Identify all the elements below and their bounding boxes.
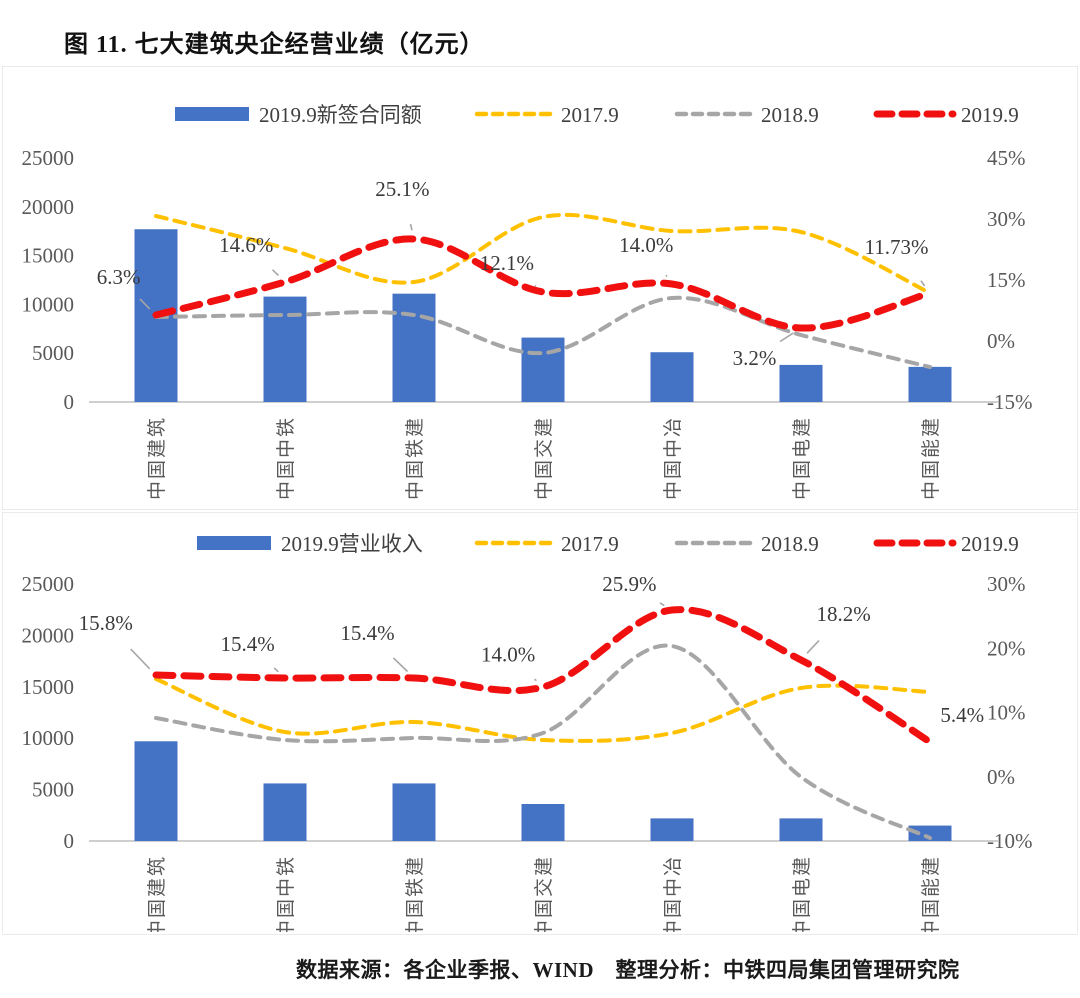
category-label-2: 中国铁建 [404,855,426,932]
annotation-leader-0 [130,648,151,670]
annotation-label-4: 14.0% [619,233,673,257]
bar-4 [650,352,694,402]
legend-label-2: 2018.9 [761,103,819,127]
category-label-2: 中国铁建 [404,416,426,500]
annotation-leader-6 [920,280,926,287]
revenue-chart-panel: 25000 20000 15000 10000 5000 0 30% 20% 10% 0% -10%… [2,512,1078,935]
left-axis-tick: 5000 [32,778,74,802]
left-axis-tick: 20000 [22,623,75,647]
right-axis-tick: 0% [987,765,1015,789]
left-axis-tick: 20000 [22,195,75,219]
annotation-leader-1 [271,269,280,276]
right-axis-tick: 15% [987,268,1026,292]
data-source-note: 数据来源：各企业季报、WIND 整理分析：中铁四局集团管理研究院 [296,958,960,982]
legend-label-1: 2017.9 [561,532,619,556]
line-2019-9 [152,235,934,332]
right-axis-tick: 45% [987,146,1026,170]
category-label-3: 中国交建 [533,416,555,500]
annotation-leader-2 [409,223,413,231]
annotation-label-4: 25.9% [602,572,656,596]
right-axis-tick: -10% [987,829,1033,853]
line-2019-9 [152,606,934,746]
line-2018-9 [154,643,932,840]
left-axis-tick: 10000 [22,726,75,750]
annotation-label-6: 5.4% [940,703,984,727]
annotation-leader-1 [273,667,279,673]
legend-label-0: 2019.9新签合同额 [259,103,422,127]
annotation-label-5: 3.2% [733,346,777,370]
bar-4 [650,818,694,841]
annotation-label-5: 18.2% [816,602,870,626]
left-axis-tick: 5000 [32,341,74,365]
annotation-leader-0 [139,298,151,310]
right-axis-tick: 30% [987,207,1026,231]
new-contracts-chart: 25000 20000 15000 10000 5000 0 45% 30% 15% 0% -15%… [22,103,1033,500]
left-axis-tick: 10000 [22,292,75,316]
contract-chart-panel: 25000 20000 15000 10000 5000 0 45% 30% 15% 0% -15%… [2,66,1078,510]
annotation-label-2: 25.1% [375,177,429,201]
annotation-label-0: 6.3% [97,265,141,289]
annotation-label-2: 15.4% [340,621,394,645]
annotation-label-3: 14.0% [481,643,535,667]
annotation-label-1: 15.4% [220,632,274,656]
bar-6 [908,366,952,402]
annotation-leader-5 [806,639,820,654]
left-axis-tick: 15000 [22,244,75,268]
right-axis-tick: 30% [987,572,1026,596]
bar-5 [779,364,823,402]
legend-swatch-bar [175,107,249,121]
category-label-5: 中国电建 [791,416,813,500]
line-2017-9 [154,677,932,743]
annotation-leader-4 [659,602,665,607]
bar-6 [908,825,952,841]
right-axis-tick: 10% [987,701,1026,725]
annotation-leader-4 [665,274,668,278]
bar-2 [392,293,436,402]
legend-label-3: 2019.9 [961,103,1019,127]
category-label-6: 中国能建 [920,855,942,932]
category-label-1: 中国中铁 [275,855,297,932]
category-label-6: 中国能建 [920,416,942,500]
right-axis-tick: 20% [987,636,1026,660]
left-axis-tick: 15000 [22,675,75,699]
line-2018-9 [154,295,932,369]
right-axis-tick: 0% [987,329,1015,353]
legend-label-0: 2019.9营业收入 [281,532,423,556]
bar-5 [779,818,823,841]
category-label-0: 中国建筑 [146,855,168,932]
category-label-4: 中国中冶 [662,416,684,500]
category-label-4: 中国中冶 [662,855,684,932]
legend-label-3: 2019.9 [961,532,1019,556]
annotation-label-3: 12.1% [480,251,534,275]
annotation-leader-2 [392,657,409,673]
left-axis-tick: 0 [64,829,75,853]
annotation-label-1: 14.6% [219,233,273,257]
annotation-label-6: 11.73% [864,235,928,259]
bar-3 [521,803,565,841]
bar-2 [392,783,436,841]
bar-0 [134,741,178,841]
left-axis-tick: 25000 [22,572,75,596]
category-label-3: 中国交建 [533,855,555,932]
left-axis-tick: 0 [64,390,75,414]
revenue-chart: 25000 20000 15000 10000 5000 0 30% 20% 10% 0% -10%… [22,532,1033,932]
figure-title: 图 11. 七大建筑央企经营业绩（亿元） [64,32,485,58]
right-axis-tick: -15% [987,390,1033,414]
left-axis-tick: 25000 [22,146,75,170]
category-label-1: 中国中铁 [275,416,297,500]
annotation-leader-3 [534,678,537,682]
category-label-0: 中国建筑 [146,416,168,500]
category-label-5: 中国电建 [791,855,813,932]
legend-label-1: 2017.9 [561,103,619,127]
line-2017-9 [154,212,932,295]
bar-1 [263,296,307,402]
bar-3 [521,337,565,402]
legend-swatch-bar [197,536,271,550]
bar-1 [263,783,307,841]
annotation-label-0: 15.8% [79,611,133,635]
annotation-leader-3 [534,284,537,287]
legend-label-2: 2018.9 [761,532,819,556]
annotation-leader-5 [779,332,794,343]
